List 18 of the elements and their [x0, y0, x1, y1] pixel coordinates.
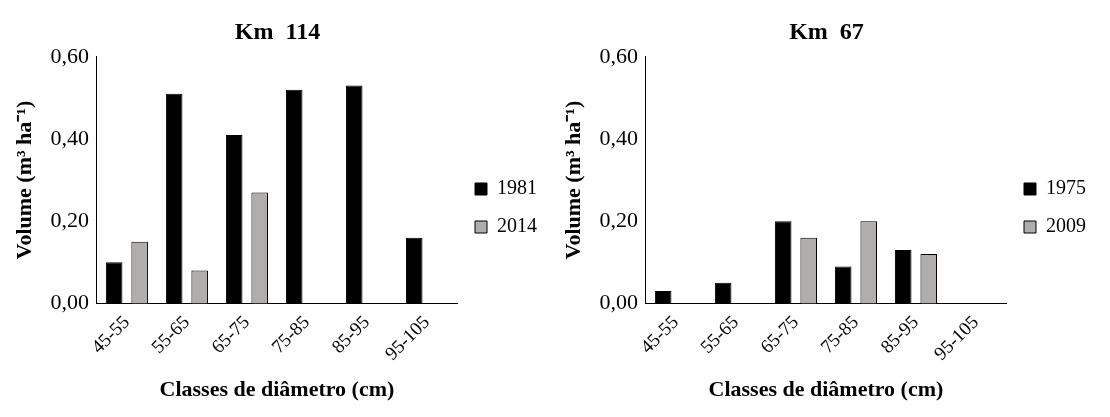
y-tick-label: 0,20: [599, 206, 638, 232]
x-axis-title: Classes de diâmetro (cm): [708, 376, 944, 402]
y-tick-label: 0,00: [50, 289, 89, 315]
y-tick-label: 0,60: [50, 42, 89, 68]
legend-label: 2009: [1046, 214, 1086, 237]
y-tick-label: 0,00: [599, 289, 638, 315]
y-tick-label: 0,40: [50, 124, 89, 150]
y-tick-label: 0,60: [599, 42, 638, 68]
legend-label: 1975: [1046, 176, 1086, 199]
chart-title: Km 114: [234, 17, 321, 44]
y-tick-label: 0,40: [599, 124, 638, 150]
y-axis-title: Volume (m³ ha⁻¹): [559, 100, 585, 260]
chart-title: Km 67: [789, 17, 864, 44]
legend-label: 2014: [497, 214, 537, 237]
legend-label: 1981: [497, 176, 537, 199]
y-axis-title: Volume (m³ ha⁻¹): [10, 100, 36, 260]
x-axis-title: Classes de diâmetro (cm): [159, 376, 395, 402]
y-tick-label: 0,20: [50, 206, 89, 232]
